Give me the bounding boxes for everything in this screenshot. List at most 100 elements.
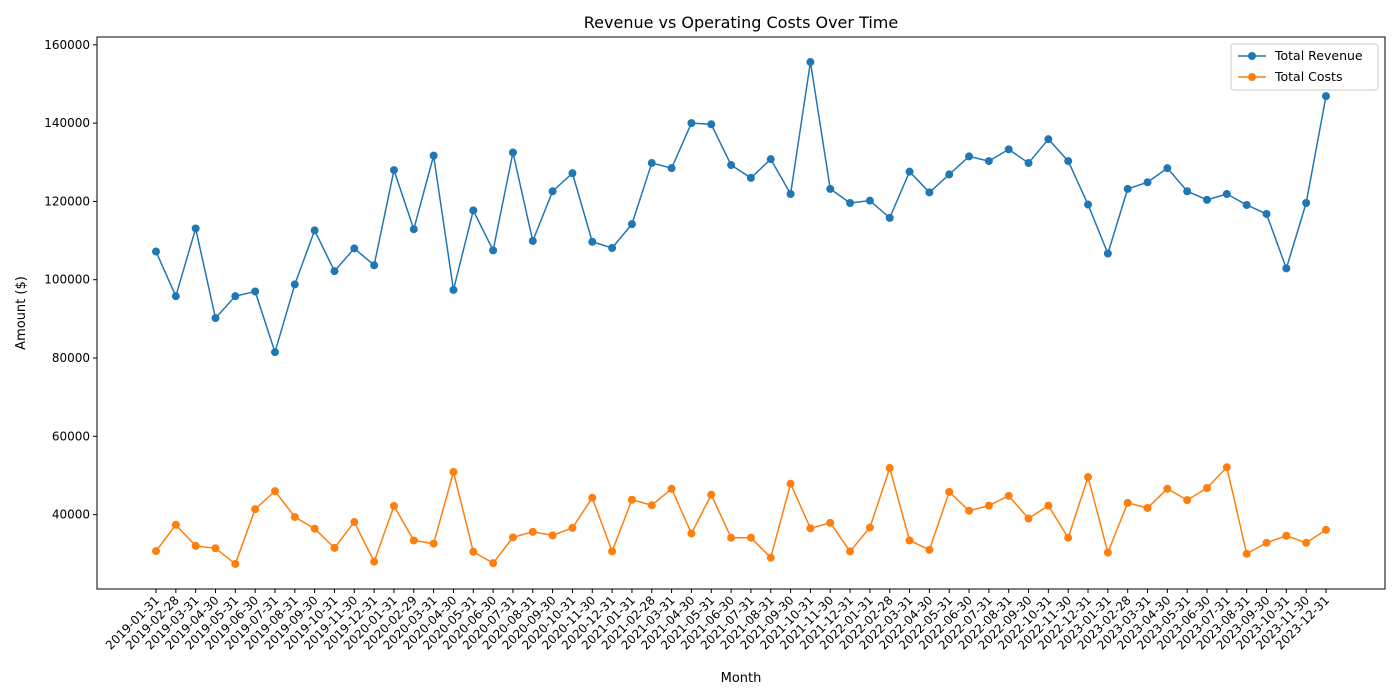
data-point-total-costs	[1163, 484, 1172, 493]
data-point-total-costs	[1064, 533, 1073, 542]
data-point-total-revenue	[568, 169, 577, 178]
data-point-total-costs	[251, 505, 260, 514]
data-point-total-costs	[707, 490, 716, 499]
data-point-total-revenue	[905, 167, 914, 176]
data-point-total-costs	[826, 518, 835, 527]
data-point-total-costs	[508, 533, 517, 542]
data-point-total-revenue	[1222, 189, 1231, 198]
data-point-total-revenue	[1282, 264, 1291, 273]
data-point-total-revenue	[1004, 145, 1013, 154]
data-point-total-costs	[1203, 483, 1212, 492]
data-point-total-revenue	[925, 188, 934, 197]
data-point-total-revenue	[826, 184, 835, 193]
data-point-total-costs	[1222, 463, 1231, 472]
data-point-total-revenue	[1302, 198, 1311, 207]
data-point-total-costs	[1322, 525, 1330, 534]
legend-label-total-costs: Total Costs	[1274, 69, 1342, 84]
data-point-total-costs	[984, 501, 993, 510]
data-point-total-costs	[211, 544, 220, 553]
data-point-total-revenue	[1103, 249, 1112, 258]
data-point-total-costs	[191, 541, 200, 550]
data-point-total-costs	[330, 543, 339, 552]
data-point-total-costs	[350, 518, 359, 527]
data-point-total-costs	[1302, 538, 1311, 547]
data-point-total-costs	[528, 527, 537, 536]
plot-area-frame	[96, 36, 1386, 590]
legend-box	[1230, 43, 1379, 91]
data-point-total-revenue	[1084, 200, 1093, 209]
data-point-total-costs	[588, 493, 597, 502]
data-point-total-costs	[270, 487, 279, 496]
data-point-total-costs	[865, 523, 874, 532]
data-point-total-revenue	[707, 120, 716, 129]
data-point-total-costs	[727, 533, 736, 542]
data-point-total-costs	[1143, 503, 1152, 512]
data-point-total-revenue	[152, 247, 160, 256]
data-point-total-costs	[1242, 549, 1251, 558]
data-point-total-revenue	[211, 314, 220, 323]
data-point-total-revenue	[469, 206, 478, 215]
data-point-total-costs	[925, 545, 934, 554]
data-point-total-costs	[1024, 514, 1033, 523]
y-tick-label: 100000	[44, 273, 90, 287]
data-point-total-revenue	[608, 244, 617, 253]
data-point-total-revenue	[667, 164, 676, 173]
data-point-total-revenue	[766, 155, 775, 164]
data-point-total-revenue	[786, 189, 795, 198]
legend-marker-total-revenue	[1248, 52, 1256, 60]
data-point-total-costs	[905, 536, 914, 545]
data-point-total-costs	[1103, 548, 1112, 557]
data-point-total-revenue	[1183, 187, 1192, 196]
data-point-total-revenue	[548, 187, 557, 196]
data-point-total-revenue	[588, 237, 597, 246]
data-point-total-costs	[1004, 491, 1013, 500]
series-layer	[152, 58, 1330, 568]
data-point-total-costs	[568, 523, 577, 532]
legend-marker-total-costs	[1248, 73, 1256, 81]
data-point-total-revenue	[310, 226, 319, 235]
data-point-total-costs	[409, 536, 418, 545]
data-point-total-costs	[647, 501, 656, 510]
data-point-total-costs	[885, 464, 894, 473]
data-point-total-costs	[310, 524, 319, 533]
data-point-total-costs	[290, 512, 299, 521]
y-axis: 40000 60000 80000 100000 120000 140000 160000	[44, 38, 97, 522]
data-point-total-costs	[746, 533, 755, 542]
data-point-total-revenue	[746, 173, 755, 182]
data-point-total-revenue	[350, 244, 359, 253]
y-tick-label: 120000	[44, 194, 90, 208]
data-point-total-revenue	[270, 348, 279, 357]
data-point-total-revenue	[885, 213, 894, 222]
data-point-total-revenue	[806, 58, 815, 67]
data-point-total-revenue	[528, 236, 537, 245]
data-point-total-revenue	[429, 151, 438, 160]
x-axis: 2019-01-312019-02-282019-03-312019-04-30…	[103, 589, 1332, 652]
data-point-total-revenue	[1024, 159, 1033, 168]
data-point-total-costs	[627, 495, 636, 504]
x-axis-title: Month	[721, 671, 762, 686]
data-point-total-revenue	[965, 152, 974, 161]
data-point-total-revenue	[727, 161, 736, 170]
data-point-total-costs	[687, 529, 696, 538]
data-point-total-revenue	[627, 220, 636, 229]
data-point-total-revenue	[191, 224, 200, 233]
data-point-total-revenue	[409, 225, 418, 234]
data-point-total-costs	[806, 524, 815, 533]
data-point-total-costs	[945, 487, 954, 496]
data-point-total-costs	[171, 520, 180, 529]
data-point-total-revenue	[1203, 195, 1212, 204]
y-tick-label: 40000	[52, 508, 90, 522]
data-point-total-costs	[846, 547, 855, 556]
data-point-total-costs	[965, 506, 974, 515]
data-point-total-revenue	[1064, 157, 1073, 166]
data-point-total-costs	[370, 557, 379, 566]
data-point-total-costs	[1282, 531, 1291, 540]
data-point-total-costs	[548, 531, 557, 540]
data-point-total-costs	[1044, 501, 1053, 510]
data-point-total-revenue	[489, 246, 498, 255]
data-point-total-revenue	[251, 287, 260, 296]
data-point-total-revenue	[1163, 164, 1172, 173]
data-point-total-revenue	[1242, 200, 1251, 209]
data-point-total-revenue	[389, 166, 398, 175]
